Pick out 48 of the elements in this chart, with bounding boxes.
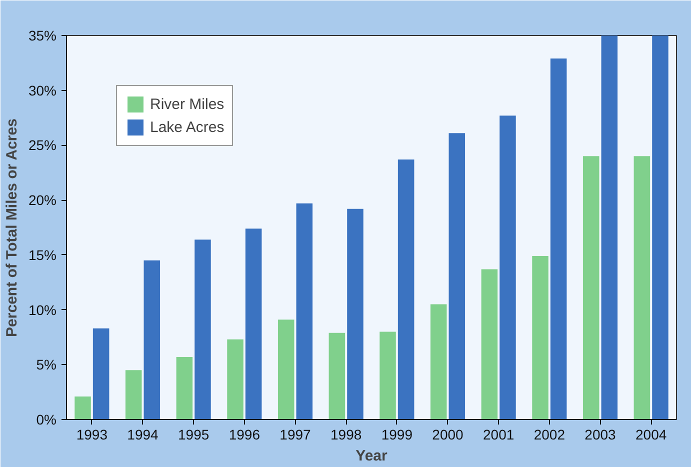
- legend-label: Lake Acres: [150, 118, 224, 136]
- y-tick-label: 20%: [28, 192, 57, 208]
- x-tick-label: 1998: [330, 426, 362, 442]
- legend-label: River Miles: [150, 96, 224, 112]
- bar: [532, 256, 548, 420]
- y-tick-label: 0%: [36, 412, 56, 428]
- x-tick-label: 2001: [483, 426, 514, 442]
- x-tick-label: 2000: [432, 426, 464, 442]
- x-tick-label: 1994: [127, 426, 159, 442]
- y-tick-label: 25%: [28, 137, 57, 154]
- x-tick-label: 2003: [584, 426, 616, 442]
- bar: [481, 269, 498, 420]
- bar: [194, 240, 211, 420]
- y-axis-title: Percent of Total Miles or Acres: [3, 118, 20, 337]
- bar: [296, 203, 313, 420]
- bar: [347, 208, 364, 420]
- bar: [634, 156, 650, 420]
- y-tick-label: 30%: [28, 82, 57, 98]
- bar: [550, 58, 567, 420]
- bar: [500, 116, 516, 420]
- bar: [448, 133, 466, 420]
- y-tick-label: 15%: [28, 246, 57, 263]
- x-tick-label: 2004: [636, 426, 667, 442]
- y-tick-label: 35%: [28, 28, 57, 44]
- x-tick-label: 1997: [280, 426, 312, 442]
- x-tick-label: 1993: [76, 426, 108, 442]
- bar: [328, 332, 346, 420]
- x-tick-label: 1995: [178, 426, 210, 442]
- bar: [652, 36, 668, 420]
- bar: [125, 370, 142, 420]
- bar: [582, 156, 600, 420]
- bar: [278, 320, 294, 420]
- x-axis-title: Year: [356, 448, 388, 464]
- bar: [74, 396, 91, 420]
- bar: [380, 332, 396, 420]
- bar: [144, 260, 160, 420]
- bar: [430, 304, 447, 420]
- y-tick-label: 10%: [28, 302, 57, 318]
- bar: [601, 36, 618, 420]
- bar: [176, 356, 193, 420]
- bar: [245, 228, 262, 420]
- x-tick-label: 1996: [228, 426, 260, 442]
- bar: [398, 159, 414, 420]
- y-tick-label: 5%: [36, 356, 56, 373]
- x-tick-label: 2002: [534, 426, 566, 442]
- x-tick-label: 1999: [381, 426, 413, 442]
- bar: [227, 339, 244, 420]
- bar: [92, 328, 110, 420]
